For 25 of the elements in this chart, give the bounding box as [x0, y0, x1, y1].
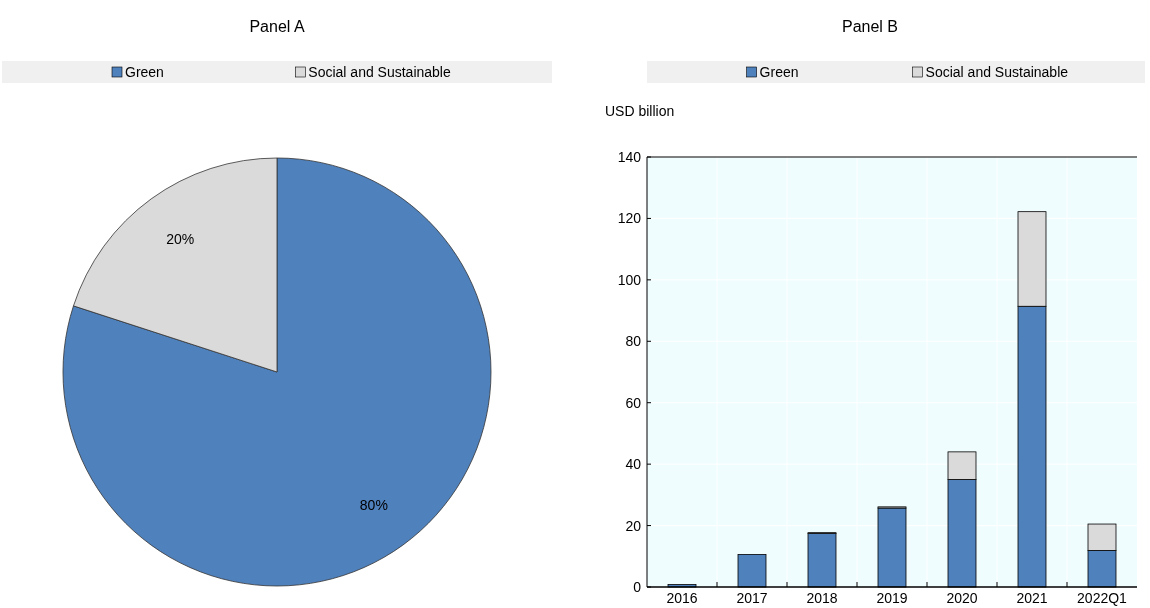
pie-slice: [62, 157, 492, 587]
data-label: 20%: [166, 230, 195, 247]
y-tick-label: 100: [617, 271, 642, 288]
x-tick-label: 2021: [1016, 590, 1048, 606]
legend-label: Social and Sustainable: [925, 63, 1069, 80]
y-tick-label: 20: [625, 517, 642, 534]
chart-title: Panel A: [249, 18, 305, 35]
x-tick-label: 2019: [876, 590, 908, 606]
x-tick-label: 2022Q1: [1077, 590, 1128, 606]
y-tick-label: 60: [625, 394, 642, 411]
x-tick-label: 2018: [806, 590, 838, 606]
x-tick-label: 2016: [666, 590, 698, 606]
data-label: 80%: [359, 497, 388, 514]
y-tick-label: 140: [617, 149, 642, 165]
legend-label: Green: [125, 63, 164, 80]
x-tick-label: 2017: [736, 590, 768, 606]
y-tick-label: 120: [617, 210, 642, 227]
chart-title: Panel B: [841, 18, 899, 35]
y-tick-label: 80: [625, 333, 642, 350]
y-tick-label: 0: [633, 579, 642, 595]
legend-label: Social and Sustainable: [308, 63, 451, 80]
x-tick-label: 2020: [946, 590, 978, 606]
y-axis-title: USD billion: [605, 103, 675, 119]
legend-label: Green: [759, 63, 799, 80]
y-tick-label: 40: [625, 456, 642, 473]
